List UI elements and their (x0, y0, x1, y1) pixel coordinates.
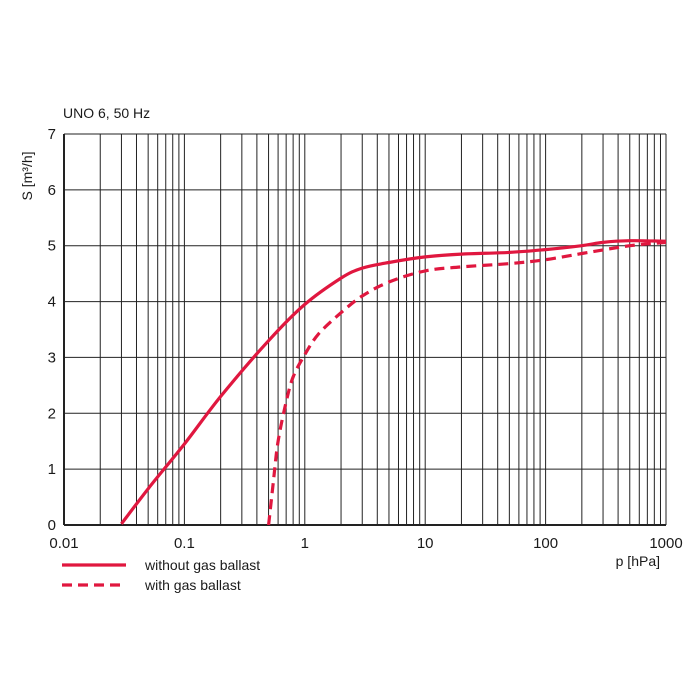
legend-label: without gas ballast (144, 557, 260, 573)
legend-label: with gas ballast (144, 577, 241, 593)
x-axis-label: p [hPa] (616, 553, 660, 569)
y-tick-label: 7 (48, 126, 56, 143)
x-tick-label: 10 (417, 535, 434, 552)
x-tick-label: 1 (301, 535, 309, 552)
x-tick-label: 0.1 (174, 535, 195, 552)
legend: without gas ballast with gas ballast (62, 557, 260, 593)
y-tick-label: 6 (48, 182, 56, 199)
y-axis-label: S [m³/h] (19, 151, 35, 200)
y-tick-label: 1 (48, 461, 56, 478)
series-lines (120, 239, 667, 526)
y-tick-label: 5 (48, 238, 56, 255)
series-line-without-gas-ballast (120, 239, 667, 525)
x-tick-label: 1000 (649, 535, 682, 552)
chart-title: UNO 6, 50 Hz (63, 105, 150, 121)
series-line-with-gas-ballast (267, 240, 667, 526)
y-tick-label: 0 (48, 517, 56, 534)
x-tick-label: 100 (533, 535, 558, 552)
grid (63, 133, 667, 526)
y-tick-label: 2 (48, 405, 56, 422)
x-tick-label: 0.01 (49, 535, 78, 552)
tick-labels: 0.01 0.1 1 10 100 1000 0 1 2 3 4 5 6 7 (48, 126, 683, 552)
y-tick-label: 3 (48, 349, 56, 366)
y-tick-label: 4 (48, 294, 56, 311)
